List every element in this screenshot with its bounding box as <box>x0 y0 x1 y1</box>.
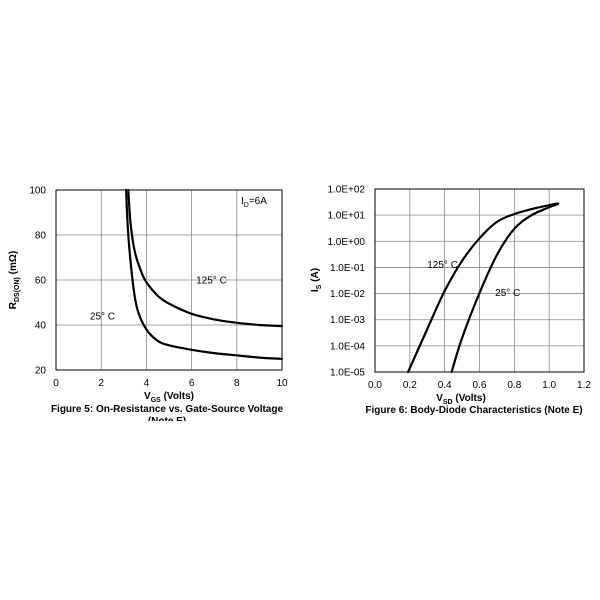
x-tick-label: 2 <box>98 378 104 389</box>
x-tick-label: 0.8 <box>507 380 521 391</box>
annotation-125c: 125° C <box>196 276 227 287</box>
y-tick-label: 1.0E-01 <box>330 263 365 274</box>
y-tick-label: 1.0E+00 <box>327 237 365 248</box>
series-line-25c <box>125 188 284 360</box>
x-tick-label: 4 <box>144 378 150 389</box>
x-tick-label: 0.6 <box>473 380 487 391</box>
x-axis-ticks: 0 2 4 6 8 10 <box>53 378 288 389</box>
annotation-125c: 125° C <box>427 260 458 271</box>
y-tick-label: 1.0E-04 <box>330 341 365 352</box>
series-line-125c <box>127 188 284 328</box>
y-axis-ticks: 1.0E-05 1.0E-04 1.0E-03 1.0E-02 1.0E-01 1.0E+… <box>327 185 365 379</box>
y-tick-label: 1.0E+02 <box>327 185 365 196</box>
x-tick-label: 10 <box>276 378 288 389</box>
y-tick-label: 1.0E-03 <box>330 315 365 326</box>
y-axis-label: RDS(ON) (mΩ) <box>8 251 21 309</box>
series-line-25c <box>450 202 559 374</box>
x-axis-ticks: 0.0 0.2 0.4 0.6 0.8 1.0 1.2 <box>368 380 591 391</box>
grid <box>55 189 283 371</box>
x-axis-label: VSD (Volts) <box>436 393 486 406</box>
figure-caption: Figure 6: Body-Diode Characteristics (No… <box>365 405 582 416</box>
series-group <box>407 202 559 374</box>
y-tick-label: 80 <box>35 231 47 242</box>
x-tick-label: 8 <box>234 378 240 389</box>
y-axis-label: IS (A) <box>310 268 323 292</box>
x-tick-label: 0 <box>53 378 59 389</box>
y-axis-ticks: 20 40 60 80 100 <box>29 186 46 377</box>
plot-frame <box>374 188 585 373</box>
x-tick-label: 0.2 <box>403 380 417 391</box>
plot-frame <box>55 189 283 371</box>
figure-caption-cut: (Note E) <box>148 416 186 427</box>
x-tick-label: 1.2 <box>577 380 591 391</box>
x-tick-label: 1.0 <box>542 380 556 391</box>
y-tick-label: 40 <box>35 321 47 332</box>
y-tick-label: 1.0E+01 <box>327 211 365 222</box>
annotation-25c: 25° C <box>90 312 115 323</box>
y-tick-label: 20 <box>35 366 47 377</box>
y-tick-label: 60 <box>35 276 47 287</box>
series-group <box>125 188 284 360</box>
y-tick-label: 1.0E-05 <box>330 368 365 379</box>
x-tick-label: 0.4 <box>438 380 452 391</box>
chart-on-resistance: 0 2 4 6 8 10 20 40 60 80 100 ID=6A 125° C 25° C V… <box>8 186 288 427</box>
grid <box>374 188 585 373</box>
series-line-125c <box>407 202 559 374</box>
chart-body-diode: 0.0 0.2 0.4 0.6 0.8 1.0 1.2 1.0E-051.0E-041.0E… <box>310 185 591 417</box>
y-tick-label: 100 <box>29 186 46 197</box>
x-tick-label: 0.0 <box>368 380 382 391</box>
x-axis-label: VGS (Volts) <box>144 391 194 404</box>
y-tick-label: 1.0E-02 <box>330 289 365 300</box>
test-condition-label: ID=6A <box>241 196 267 209</box>
annotation-25c: 25° C <box>495 288 520 299</box>
figure-caption: Figure 5: On-Resistance vs. Gate-Source … <box>51 404 284 415</box>
x-tick-label: 6 <box>189 378 195 389</box>
